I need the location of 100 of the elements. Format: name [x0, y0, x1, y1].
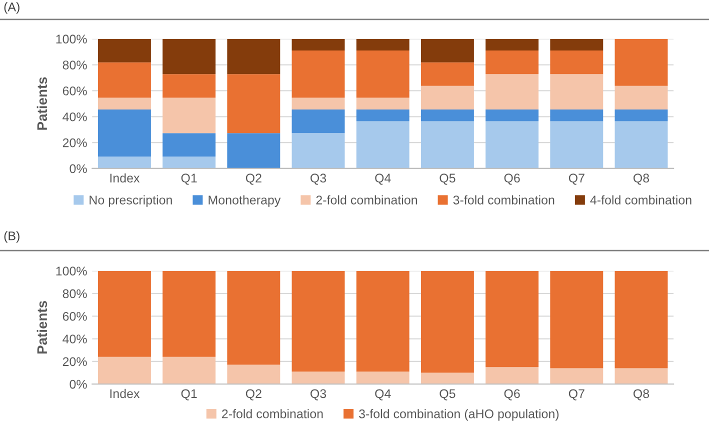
legend-label: 2-fold combination — [222, 409, 323, 418]
legend-label: 4-fold combination — [590, 195, 692, 204]
bar — [356, 270, 410, 372]
bar — [420, 270, 474, 373]
x-tick-label: Q1 — [181, 389, 197, 400]
x-tick-label: Index — [110, 173, 140, 183]
bar — [98, 38, 151, 62]
bar — [486, 74, 539, 110]
bar — [550, 110, 604, 122]
bar — [98, 62, 151, 98]
y-axis-title: Patients — [36, 77, 48, 130]
chart-title: (B) — [4, 231, 20, 243]
bar — [292, 133, 345, 168]
y-tick-label: 60% — [62, 312, 87, 321]
bar — [550, 50, 604, 74]
chart-title: (A) — [4, 2, 20, 14]
x-tick-label: Index — [110, 388, 140, 398]
bar — [98, 98, 151, 110]
y-axis-title: Patients — [36, 301, 48, 354]
bar — [420, 62, 474, 86]
bar — [420, 86, 474, 110]
bar — [292, 110, 345, 134]
bar — [162, 74, 216, 98]
bar — [614, 38, 668, 86]
bar — [227, 270, 280, 365]
bar — [227, 364, 280, 384]
bar — [486, 50, 539, 74]
bar — [614, 110, 668, 122]
x-tick-label: Q8 — [634, 389, 650, 400]
y-tick-label: 80% — [62, 289, 87, 298]
legend-label: 2-fold combination — [316, 195, 417, 204]
bar — [356, 50, 410, 98]
bar — [162, 38, 216, 74]
bar — [486, 270, 539, 368]
y-tick-label: 0% — [70, 164, 87, 174]
y-tick-label: 0% — [70, 380, 87, 389]
bar — [550, 368, 604, 384]
y-tick-label: 40% — [62, 334, 87, 344]
bar — [486, 38, 539, 51]
y-tick-label: 100% — [56, 266, 87, 276]
y-tick-label: 20% — [62, 138, 87, 148]
bar — [356, 38, 410, 51]
bar — [356, 110, 410, 122]
legend-label: 3-fold combination — [453, 195, 554, 204]
x-tick-label: Q3 — [310, 174, 326, 185]
bar — [550, 270, 604, 368]
x-tick-label: Q5 — [440, 389, 456, 400]
bar — [486, 110, 539, 122]
bar — [614, 121, 668, 168]
bar — [162, 98, 216, 134]
legend-label: No prescription — [90, 195, 172, 207]
bar — [98, 110, 151, 157]
bar — [98, 270, 151, 357]
bar — [356, 121, 410, 168]
bar — [550, 74, 604, 110]
y-tick-label: 80% — [62, 60, 87, 70]
bar — [420, 121, 474, 168]
bar — [292, 50, 345, 98]
bar — [162, 270, 216, 357]
x-tick-label: Q2 — [246, 389, 262, 400]
bar — [550, 38, 604, 51]
bar — [227, 133, 280, 168]
x-tick-label: Q6 — [504, 389, 520, 400]
x-tick-label: Q8 — [634, 174, 650, 185]
bar — [98, 356, 151, 384]
bar — [614, 368, 668, 384]
bar — [162, 133, 216, 157]
x-tick-label: Q6 — [504, 174, 520, 185]
x-tick-label: Q2 — [246, 174, 262, 185]
y-tick-label: 20% — [62, 357, 87, 366]
y-tick-label: 60% — [62, 86, 87, 96]
bar — [486, 121, 539, 168]
x-tick-label: Q7 — [568, 389, 584, 400]
bar — [162, 356, 216, 384]
y-tick-label: 40% — [62, 112, 87, 122]
legend-label: 3-fold combination (aHO population) — [359, 409, 559, 421]
x-tick-label: Q1 — [181, 174, 197, 185]
bar — [98, 156, 151, 168]
x-tick-label: Q4 — [375, 174, 391, 185]
bar — [356, 372, 410, 384]
bar — [420, 372, 474, 384]
bar — [227, 74, 280, 134]
bar — [292, 372, 345, 384]
bar — [227, 38, 280, 74]
x-tick-label: Q5 — [440, 174, 456, 185]
x-tick-label: Q3 — [310, 389, 326, 400]
bar — [292, 98, 345, 110]
bar — [614, 270, 668, 368]
bar — [486, 367, 539, 384]
x-tick-label: Q4 — [375, 389, 391, 400]
bar — [420, 38, 474, 62]
x-tick-label: Q7 — [568, 174, 584, 185]
bar — [292, 38, 345, 51]
bar — [162, 156, 216, 168]
bar — [356, 98, 410, 110]
bar — [420, 110, 474, 122]
y-tick-label: 100% — [56, 34, 87, 44]
legend-label: Monotherapy — [208, 195, 281, 207]
bar — [614, 86, 668, 110]
bar — [550, 121, 604, 168]
